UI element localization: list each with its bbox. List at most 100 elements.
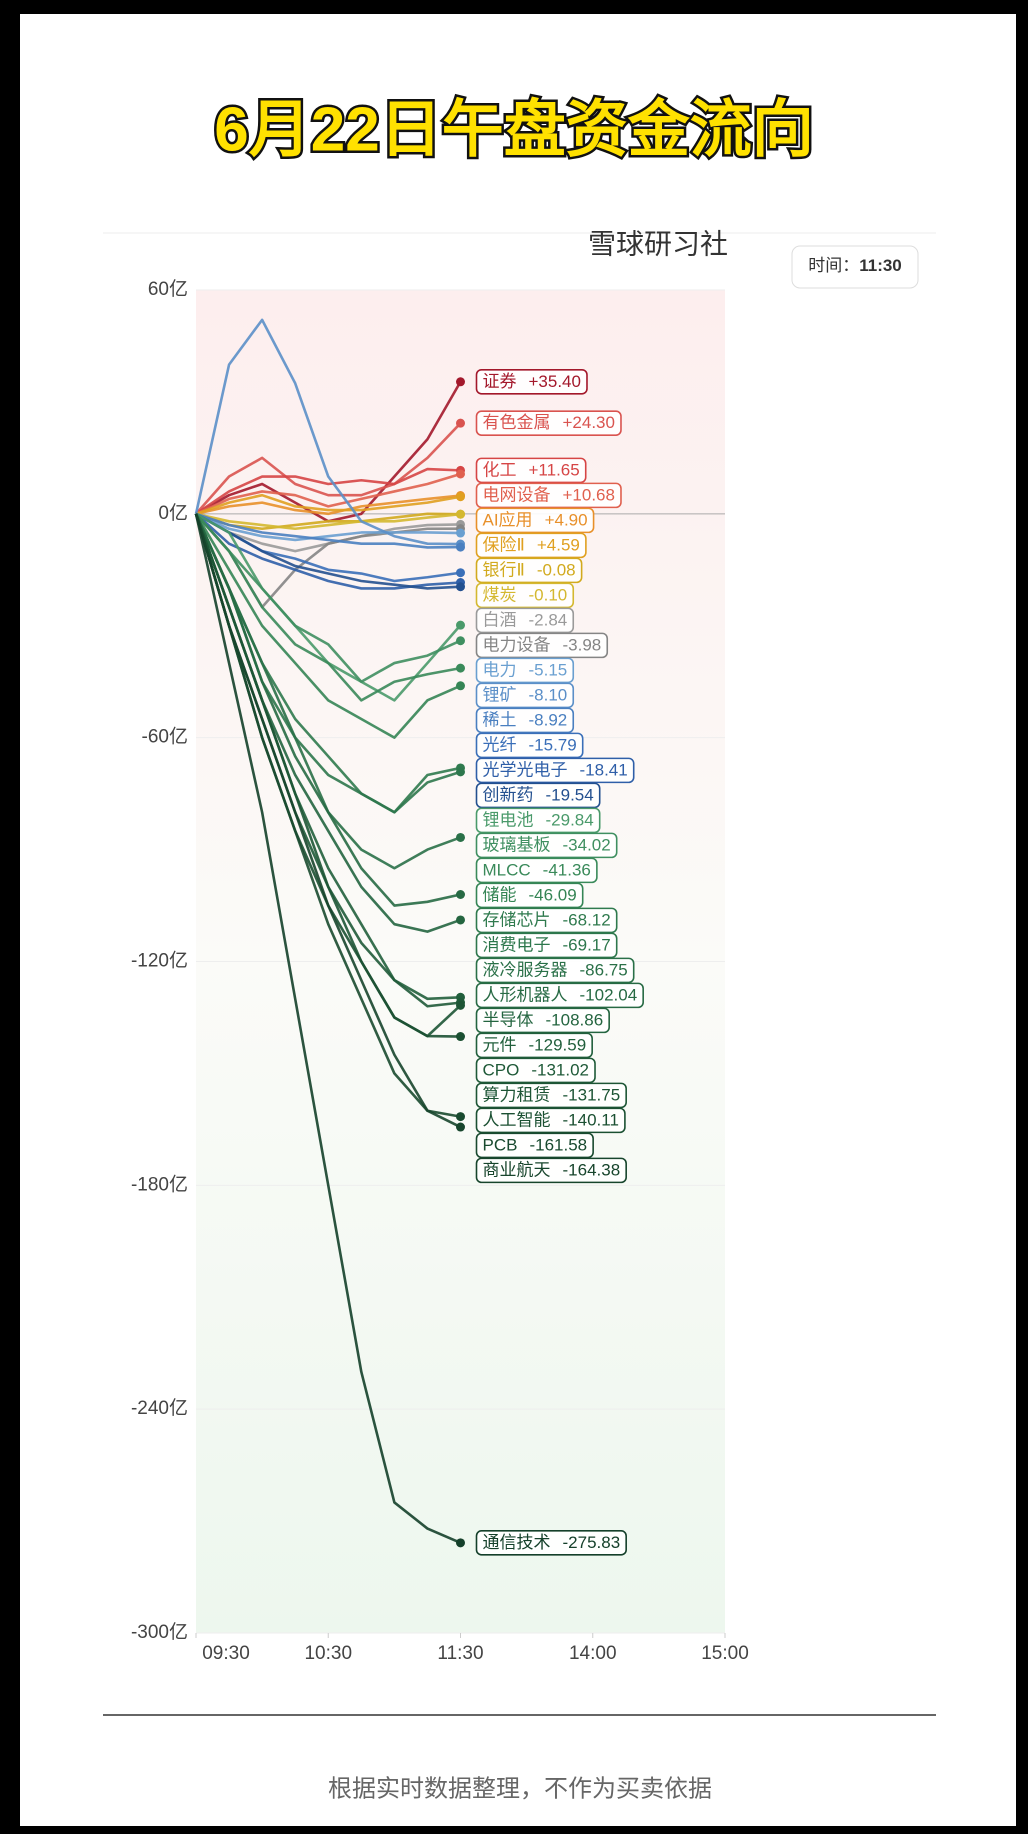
end-label-box bbox=[475, 932, 618, 959]
end-label-text: 人形机器人 -102.04 bbox=[483, 986, 638, 1005]
series-value: -34.02 bbox=[563, 836, 611, 855]
end-label: 白酒 -2.84 bbox=[475, 607, 575, 634]
end-label-box bbox=[475, 907, 618, 934]
end-label-text: PCB -161.58 bbox=[483, 1136, 588, 1155]
end-label-text: 算力租赁 -131.75 bbox=[483, 1086, 621, 1105]
time-value: 11:30 bbox=[859, 256, 902, 275]
end-label-box bbox=[475, 732, 584, 759]
series-value: -131.02 bbox=[531, 1061, 589, 1080]
end-dot bbox=[456, 636, 465, 646]
series-value: -129.59 bbox=[529, 1036, 587, 1055]
series-name: 电网设备 bbox=[483, 486, 551, 505]
end-dot bbox=[456, 542, 465, 552]
series-value: -19.54 bbox=[546, 786, 594, 805]
series-value: -161.58 bbox=[529, 1136, 587, 1155]
y-tick-label: -300亿 bbox=[131, 1621, 188, 1643]
end-label-box bbox=[475, 507, 595, 534]
end-dot bbox=[456, 681, 465, 691]
series-name: 人形机器人 bbox=[483, 986, 568, 1005]
end-label: 储能 -46.09 bbox=[475, 882, 584, 909]
end-dot bbox=[456, 1032, 465, 1042]
end-label-box bbox=[475, 1082, 627, 1109]
series-value: -15.79 bbox=[529, 736, 577, 755]
series-name: 有色金属 bbox=[483, 414, 551, 433]
end-label: 电力设备 -3.98 bbox=[475, 632, 609, 659]
end-dot bbox=[456, 418, 465, 428]
series-name: MLCC bbox=[483, 861, 531, 880]
time-box bbox=[791, 245, 919, 289]
end-label: 证券 +35.40 bbox=[475, 368, 588, 395]
end-label: 化工 +11.65 bbox=[475, 457, 587, 484]
series-value: -0.10 bbox=[529, 586, 568, 605]
end-label: 煤炭 -0.10 bbox=[475, 582, 575, 609]
end-label-box bbox=[475, 457, 587, 484]
series-value: -8.92 bbox=[529, 711, 568, 730]
end-label-box bbox=[475, 557, 583, 584]
end-label-box bbox=[475, 532, 587, 559]
end-label: 光学光电子 -18.41 bbox=[475, 757, 635, 784]
end-label: 银行Ⅱ -0.08 bbox=[475, 557, 583, 584]
series-line bbox=[195, 512, 461, 549]
series-value: -2.84 bbox=[529, 611, 568, 630]
end-dot bbox=[456, 889, 465, 899]
series-name: 元件 bbox=[483, 1036, 517, 1055]
series-name: 锂电池 bbox=[483, 811, 534, 830]
end-label-box bbox=[475, 682, 575, 709]
end-dot bbox=[456, 1112, 465, 1122]
series-value: -46.09 bbox=[529, 886, 577, 905]
series-line bbox=[194, 513, 462, 739]
series-line bbox=[195, 512, 462, 684]
series-value: -86.75 bbox=[580, 961, 628, 980]
end-dot bbox=[456, 568, 465, 578]
series-value: -102.04 bbox=[580, 986, 638, 1005]
end-label-text: 存储芯片 -68.12 bbox=[483, 911, 611, 930]
series-line bbox=[195, 493, 461, 516]
series-line bbox=[194, 513, 462, 1545]
series-value: -3.98 bbox=[563, 636, 602, 655]
end-dot bbox=[456, 915, 465, 925]
end-label-text: AI应用 +4.90 bbox=[483, 511, 588, 530]
series-value: -5.15 bbox=[529, 661, 568, 680]
end-label-box bbox=[475, 582, 575, 609]
series-name: 消费电子 bbox=[483, 936, 551, 955]
series-name: 半导体 bbox=[483, 1011, 534, 1030]
end-label-text: 通信技术 -275.83 bbox=[483, 1533, 621, 1552]
series-name: 银行Ⅱ bbox=[483, 561, 525, 580]
end-label-box bbox=[475, 957, 635, 984]
series-value: -18.41 bbox=[580, 761, 628, 780]
series-name: 创新药 bbox=[483, 786, 534, 805]
end-label-box bbox=[475, 757, 635, 784]
series-line bbox=[195, 512, 461, 702]
y-tick-label: 0亿 bbox=[158, 502, 188, 524]
series-name: 商业航天 bbox=[483, 1161, 551, 1180]
end-label-box bbox=[475, 1157, 627, 1184]
series-value: -131.75 bbox=[563, 1086, 621, 1105]
series-value: -69.17 bbox=[563, 936, 611, 955]
end-dot bbox=[456, 620, 465, 630]
end-label-text: 消费电子 -69.17 bbox=[483, 936, 611, 955]
end-label: 消费电子 -69.17 bbox=[475, 932, 618, 959]
end-label-text: 元件 -129.59 bbox=[483, 1036, 587, 1055]
y-tick-label: 60亿 bbox=[148, 278, 188, 300]
series-name: 白酒 bbox=[483, 611, 517, 630]
end-label-text: 证券 +35.40 bbox=[483, 372, 581, 391]
end-dot bbox=[456, 767, 465, 777]
series-name: 电力设备 bbox=[483, 636, 551, 655]
end-label-text: 光纤 -15.79 bbox=[483, 736, 577, 755]
end-label: PCB -161.58 bbox=[475, 1132, 594, 1159]
end-dot bbox=[456, 492, 465, 502]
footer: 根据实时数据整理，不作为买卖依据 bbox=[328, 1775, 712, 1802]
end-label-text: 玻璃基板 -34.02 bbox=[483, 836, 611, 855]
end-dot bbox=[456, 528, 465, 538]
series-name: 保险Ⅱ bbox=[483, 536, 525, 555]
end-label: 半导体 -108.86 bbox=[475, 1007, 610, 1034]
end-label: 电力 -5.15 bbox=[475, 657, 575, 684]
series-value: +35.40 bbox=[529, 372, 581, 391]
series-value: +24.30 bbox=[563, 414, 615, 433]
series-name: 液冷服务器 bbox=[483, 961, 568, 980]
series-value: -164.38 bbox=[563, 1161, 621, 1180]
end-dot bbox=[456, 469, 465, 479]
end-label-box bbox=[475, 410, 622, 436]
